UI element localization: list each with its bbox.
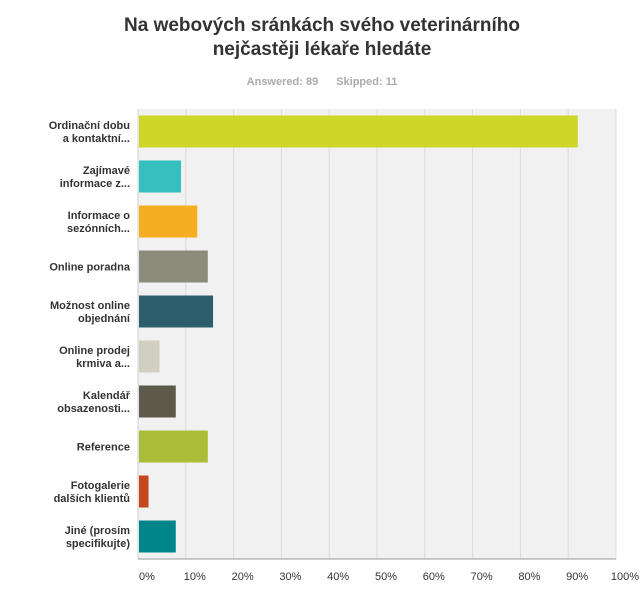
x-tick-label: 60% bbox=[423, 571, 445, 583]
bar bbox=[139, 520, 176, 553]
x-tick-label: 80% bbox=[518, 571, 540, 583]
x-tick-label: 0% bbox=[139, 571, 155, 583]
category-label: Možnost online objednání bbox=[50, 300, 131, 325]
category-label: Ordinační dobu a kontaktní... bbox=[49, 120, 130, 145]
bar bbox=[139, 475, 149, 508]
bar bbox=[139, 250, 208, 283]
category-label: Online poradna bbox=[49, 262, 131, 274]
x-tick-label: 30% bbox=[279, 571, 301, 583]
x-tick-label: 20% bbox=[232, 571, 254, 583]
x-tick-label: 10% bbox=[184, 571, 206, 583]
chart-title: Na webových sránkách svého veterinárního… bbox=[0, 14, 644, 62]
category-label: Reference bbox=[77, 442, 130, 454]
category-label: Online prodej krmiva a... bbox=[59, 345, 130, 370]
x-tick-label: 40% bbox=[327, 571, 349, 583]
bar bbox=[139, 205, 198, 238]
category-label: Zajímavé informace z... bbox=[60, 165, 130, 190]
answered-count: Answered: 89 bbox=[246, 76, 319, 88]
chart-title-line-2: nejčastěji lékaře hledáte bbox=[212, 39, 432, 60]
bar bbox=[139, 160, 182, 193]
bar bbox=[139, 340, 160, 373]
category-label: Fotogalerie dalších klientů bbox=[54, 480, 130, 505]
chart-title-line-1: Na webových sránkách svého veterinárního bbox=[124, 15, 520, 36]
x-tick-label: 70% bbox=[471, 571, 493, 583]
bar bbox=[139, 430, 208, 463]
category-label: Kalendář obsazenosti... bbox=[57, 390, 130, 415]
x-tick-label: 90% bbox=[566, 571, 588, 583]
x-tick-label: 50% bbox=[375, 571, 397, 583]
bar bbox=[139, 385, 176, 418]
x-tick-label: 100% bbox=[611, 571, 639, 583]
skipped-count: Skipped: 11 bbox=[336, 76, 398, 88]
category-label: Jiné (prosím specifikujte) bbox=[65, 525, 131, 550]
response-stats: Answered: 89 Skipped: 11 bbox=[0, 76, 644, 88]
bar bbox=[139, 115, 578, 148]
category-label: Informace o sezónních... bbox=[67, 210, 130, 235]
bar bbox=[139, 295, 214, 328]
